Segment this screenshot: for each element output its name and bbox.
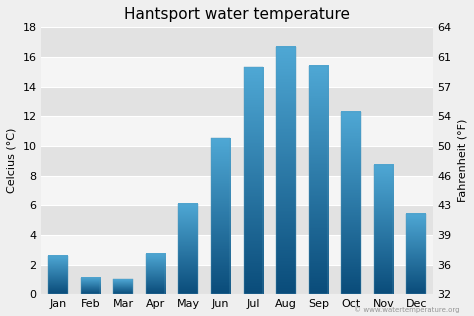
- Bar: [42, 116, 432, 146]
- Bar: [341, 112, 361, 294]
- Bar: [48, 256, 68, 294]
- Bar: [42, 205, 432, 235]
- Bar: [146, 254, 165, 294]
- Bar: [42, 146, 432, 176]
- Bar: [178, 204, 198, 294]
- Bar: [81, 278, 100, 294]
- Bar: [42, 235, 432, 264]
- Y-axis label: Fahrenheit (°F): Fahrenheit (°F): [457, 119, 467, 203]
- Bar: [276, 46, 296, 294]
- Bar: [42, 87, 432, 116]
- Title: Hantsport water temperature: Hantsport water temperature: [124, 7, 350, 22]
- Bar: [374, 165, 393, 294]
- Text: © www.watertemperature.org: © www.watertemperature.org: [354, 306, 460, 313]
- Bar: [42, 57, 432, 87]
- Bar: [42, 264, 432, 294]
- Bar: [244, 67, 263, 294]
- Bar: [42, 27, 432, 57]
- Bar: [211, 138, 230, 294]
- Bar: [406, 214, 426, 294]
- Bar: [113, 279, 133, 294]
- Y-axis label: Celcius (°C): Celcius (°C): [7, 128, 17, 193]
- Bar: [42, 176, 432, 205]
- Bar: [309, 66, 328, 294]
